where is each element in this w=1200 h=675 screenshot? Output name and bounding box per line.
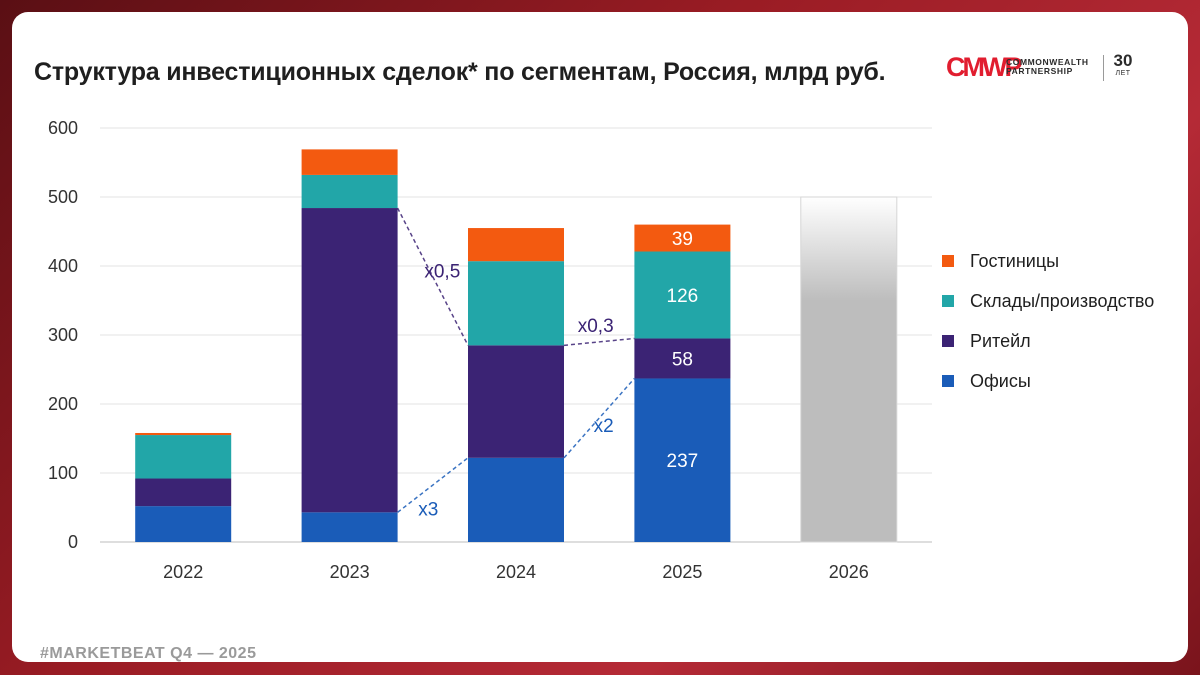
annotation-connector (563, 337, 635, 347)
forecast-bar (800, 196, 898, 543)
labels-layer: 2022 2023 2024 2025 2026 237 58 126 39 x0,5 x0,3 x3… (163, 229, 869, 582)
bar-segment (634, 338, 731, 379)
y-tick-label: 0 (68, 532, 78, 552)
legend-swatch (942, 295, 954, 307)
legend-label: Склады/производство (970, 291, 1155, 311)
stacked-bar-chart: 0 100 200 300 400 500 600 2022 2023 2024 2025 2026… (48, 118, 932, 582)
footer-tag: #MARKETBEAT Q4 — 2025 (40, 645, 257, 662)
cmwp-logo: CMWP COMMONWEALTH PARTNERSHIP 30 ЛЕТ (946, 52, 1146, 84)
data-label: 39 (672, 229, 693, 250)
bar-segment (468, 457, 564, 542)
y-tick-label: 500 (48, 187, 78, 207)
x-tick-label: 2023 (330, 562, 370, 582)
legend-label: Гостиницы (970, 251, 1060, 271)
data-label: 126 (667, 286, 699, 307)
logo-anniversary: 30 ЛЕТ (1108, 52, 1138, 78)
bar-segment (301, 512, 398, 542)
legend-label: Ритейл (970, 331, 1031, 351)
bar-segment (135, 432, 232, 436)
logo-wordmark: COMMONWEALTH PARTNERSHIP (1006, 58, 1089, 76)
y-tick-label: 300 (48, 325, 78, 345)
legend-swatch (942, 335, 954, 347)
y-tick-label: 100 (48, 463, 78, 483)
logo-divider (1103, 55, 1104, 81)
bars-layer (135, 149, 898, 543)
legend-label: Офисы (970, 371, 1031, 391)
x-tick-label: 2026 (829, 562, 869, 582)
growth-annotation: x3 (418, 499, 438, 520)
bar-segment (634, 224, 731, 252)
bar-segment (135, 435, 232, 479)
bar-segment (301, 149, 398, 175)
y-tick-label: 400 (48, 256, 78, 276)
bar-segment (468, 345, 564, 458)
chart-title: Структура инвестиционных сделок* по сегм… (34, 58, 886, 86)
legend-swatch (942, 375, 954, 387)
y-tick-label: 600 (48, 118, 78, 138)
logo-years-word: ЛЕТ (1115, 70, 1131, 77)
bar-segment (301, 208, 398, 513)
legend-item: Гостиницы (942, 250, 1182, 271)
slide-card: Структура инвестиционных сделок* по сегм… (12, 12, 1188, 662)
bar-segment (634, 251, 731, 339)
growth-annotation: x0,3 (578, 316, 614, 337)
legend-item: Офисы (942, 370, 1182, 391)
legend-item: Ритейл (942, 330, 1182, 351)
data-label: 237 (667, 451, 699, 472)
x-tick-label: 2022 (163, 562, 203, 582)
logo-years-number: 30 (1113, 51, 1133, 70)
logo-mark: CMWP (946, 52, 1023, 82)
annotation-connector (563, 377, 635, 459)
logo-line-1: COMMONWEALTH (1006, 57, 1089, 67)
bar-segment (634, 378, 731, 542)
bar-segment (468, 261, 564, 346)
y-tick-label: 200 (48, 394, 78, 414)
bar-segment (301, 174, 398, 209)
logo-line-2: PARTNERSHIP (1006, 66, 1073, 76)
bar-segment (135, 478, 232, 507)
x-tick-label: 2024 (496, 562, 536, 582)
legend-item: Склады/производство (942, 290, 1182, 311)
data-label: 58 (672, 349, 693, 370)
annotation-connector (396, 207, 469, 346)
bar-segment (135, 506, 232, 542)
bar-segment (468, 228, 564, 262)
annotation-lines-layer (396, 207, 635, 513)
growth-annotation: x2 (594, 416, 614, 437)
annotation-connector (397, 457, 469, 513)
legend-swatch (942, 255, 954, 267)
growth-annotation: x0,5 (424, 262, 460, 283)
x-tick-label: 2025 (662, 562, 702, 582)
